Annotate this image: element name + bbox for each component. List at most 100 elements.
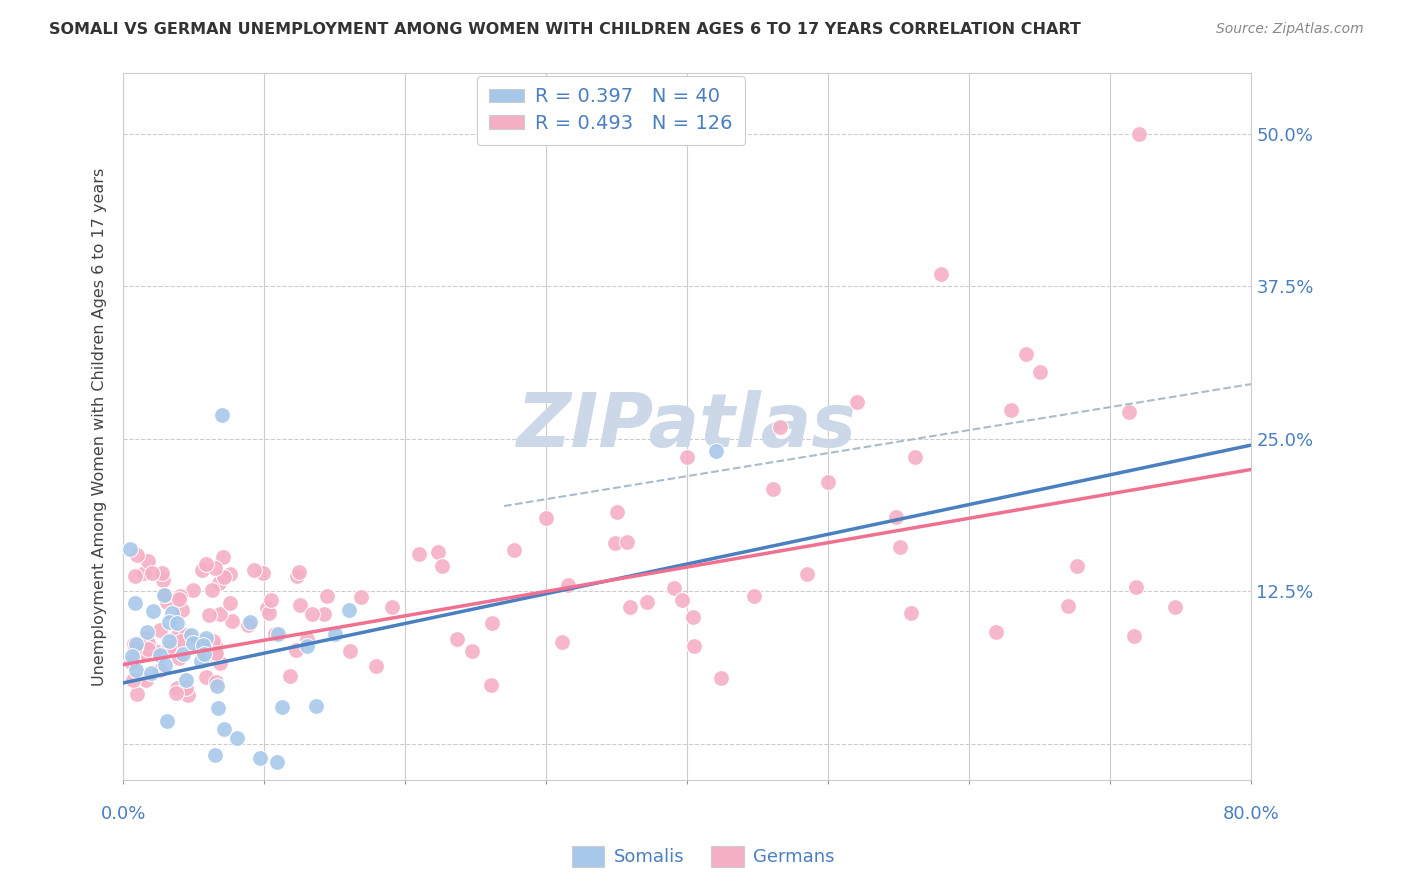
Point	[337, 603, 360, 617]
Point	[127, 548, 149, 562]
Point	[150, 566, 173, 580]
Point	[195, 631, 218, 645]
Point	[153, 588, 176, 602]
Point	[1123, 629, 1146, 643]
Point	[218, 596, 240, 610]
Point	[769, 420, 792, 434]
Point	[551, 635, 574, 649]
Point	[209, 607, 232, 622]
Point	[124, 569, 146, 583]
Point	[301, 607, 323, 621]
Point	[170, 603, 193, 617]
Point	[288, 598, 311, 612]
Point	[204, 648, 226, 662]
Point	[381, 599, 404, 614]
Point	[460, 644, 482, 658]
Point	[1118, 405, 1140, 419]
Point	[176, 673, 198, 688]
Point	[136, 554, 159, 568]
Point	[134, 566, 156, 581]
Point	[256, 600, 278, 615]
Point	[172, 647, 194, 661]
Point	[149, 648, 172, 662]
Point	[408, 547, 430, 561]
Point	[266, 755, 288, 769]
Point	[149, 663, 172, 677]
Legend: R = 0.397   N = 40, R = 0.493   N = 126: R = 0.397 N = 40, R = 0.493 N = 126	[477, 76, 745, 145]
Point	[219, 567, 242, 582]
Point	[636, 595, 658, 609]
Point	[481, 616, 503, 631]
Point	[155, 657, 177, 672]
Point	[207, 701, 229, 715]
Point	[226, 731, 249, 745]
Point	[1015, 346, 1038, 360]
Point	[662, 581, 685, 595]
Point	[136, 642, 159, 657]
Point	[606, 505, 628, 519]
Point	[160, 606, 183, 620]
Point	[177, 688, 200, 702]
Point	[315, 589, 337, 603]
Point	[153, 589, 176, 603]
Point	[212, 570, 235, 584]
Point	[264, 626, 287, 640]
Point	[204, 674, 226, 689]
Point	[135, 625, 157, 640]
Point	[190, 563, 212, 577]
Point	[285, 569, 308, 583]
Point	[796, 566, 818, 581]
Point	[124, 596, 146, 610]
Point	[156, 595, 179, 609]
Point	[205, 680, 228, 694]
Point	[122, 637, 145, 651]
Point	[212, 550, 235, 565]
Point	[191, 639, 214, 653]
Point	[190, 633, 212, 648]
Point	[257, 606, 280, 620]
Point	[446, 632, 468, 646]
Point	[323, 627, 346, 641]
Point	[886, 510, 908, 524]
Point	[339, 644, 361, 658]
Point	[181, 583, 204, 598]
Point	[125, 663, 148, 677]
Point	[285, 642, 308, 657]
Point	[167, 591, 190, 606]
Point	[135, 673, 157, 688]
Point	[889, 541, 911, 555]
Point	[157, 634, 180, 648]
Point	[211, 408, 233, 422]
Point	[249, 751, 271, 765]
Text: SOMALI VS GERMAN UNEMPLOYMENT AMONG WOMEN WITH CHILDREN AGES 6 TO 17 YEARS CORRE: SOMALI VS GERMAN UNEMPLOYMENT AMONG WOME…	[49, 22, 1081, 37]
Point	[683, 639, 706, 653]
Point	[136, 636, 159, 650]
Point	[124, 640, 146, 655]
Point	[704, 444, 727, 458]
Y-axis label: Unemployment Among Women with Children Ages 6 to 17 years: Unemployment Among Women with Children A…	[93, 168, 107, 686]
Point	[180, 628, 202, 642]
Point	[1029, 365, 1052, 379]
Point	[267, 627, 290, 641]
Point	[900, 607, 922, 621]
Point	[170, 634, 193, 648]
Point	[1000, 403, 1022, 417]
Point	[817, 475, 839, 489]
Point	[295, 632, 318, 646]
Point	[174, 681, 197, 696]
Point	[141, 665, 163, 680]
Point	[208, 656, 231, 670]
Point	[169, 589, 191, 603]
Point	[260, 593, 283, 607]
Point	[350, 590, 373, 604]
Point	[174, 628, 197, 642]
Point	[221, 615, 243, 629]
Point	[1128, 127, 1150, 141]
Point	[204, 747, 226, 762]
Point	[201, 634, 224, 648]
Point	[156, 714, 179, 728]
Point	[125, 687, 148, 701]
Point	[204, 560, 226, 574]
Point	[166, 681, 188, 695]
Point	[157, 615, 180, 629]
